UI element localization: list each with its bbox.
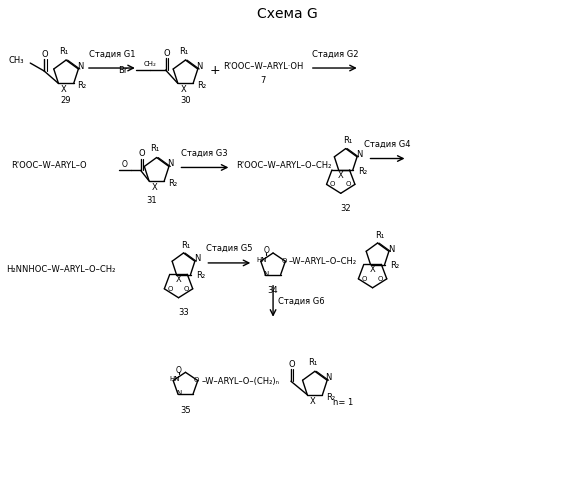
Text: –W–ARYL–O–CH₂: –W–ARYL–O–CH₂ — [289, 258, 357, 266]
Text: HN: HN — [169, 376, 180, 382]
Text: 34: 34 — [268, 286, 278, 296]
Text: O: O — [330, 182, 335, 188]
Text: CH₂: CH₂ — [143, 61, 156, 67]
Text: R₂: R₂ — [358, 167, 367, 176]
Text: Стадия G3: Стадия G3 — [181, 148, 227, 158]
Text: R'OOC–W–ARYL·OH: R'OOC–W–ARYL·OH — [223, 62, 303, 70]
Text: X: X — [180, 86, 186, 94]
Text: N: N — [388, 244, 395, 254]
Text: R'OOC–W–ARYL–O: R'OOC–W–ARYL–O — [11, 161, 87, 170]
Text: O: O — [163, 48, 170, 58]
Text: X: X — [176, 276, 182, 284]
Text: 35: 35 — [180, 406, 191, 414]
Text: O: O — [168, 286, 173, 292]
Text: R₂: R₂ — [326, 392, 335, 402]
Text: R'OOC–W–ARYL–O–CH₂: R'OOC–W–ARYL–O–CH₂ — [236, 161, 332, 170]
Text: R₁: R₁ — [375, 230, 384, 239]
Text: HN: HN — [257, 257, 268, 263]
Text: N: N — [196, 62, 203, 70]
Text: n= 1: n= 1 — [332, 398, 353, 406]
Text: 30: 30 — [180, 96, 191, 106]
Text: 31: 31 — [146, 196, 157, 205]
Text: Стадия G2: Стадия G2 — [312, 50, 358, 59]
Text: R₁: R₁ — [343, 136, 352, 145]
Text: CH₃: CH₃ — [9, 56, 24, 64]
Text: N: N — [167, 159, 174, 168]
Text: O: O — [263, 246, 269, 256]
Text: O: O — [362, 276, 367, 282]
Text: N: N — [194, 254, 201, 264]
Text: O: O — [175, 366, 182, 375]
Text: H₂NNHOC–W–ARYL–O–CH₂: H₂NNHOC–W–ARYL–O–CH₂ — [6, 266, 116, 274]
Text: N: N — [77, 62, 83, 70]
Text: Схема G: Схема G — [257, 8, 317, 22]
Text: 32: 32 — [340, 204, 351, 212]
Text: N: N — [356, 150, 363, 159]
Text: R₁: R₁ — [308, 358, 317, 367]
Text: N: N — [176, 390, 181, 396]
Text: O: O — [346, 182, 351, 188]
Text: N: N — [264, 271, 269, 277]
Text: Br: Br — [119, 66, 128, 74]
Text: O: O — [122, 160, 128, 169]
Text: +: + — [210, 64, 221, 76]
Text: 33: 33 — [178, 308, 189, 317]
Text: R₂: R₂ — [77, 82, 87, 90]
Text: R₁: R₁ — [150, 144, 159, 153]
Text: N: N — [325, 373, 332, 382]
Text: R₂: R₂ — [168, 179, 177, 188]
Text: O: O — [184, 286, 189, 292]
Text: Стадия G4: Стадия G4 — [364, 140, 411, 148]
Text: 29: 29 — [61, 96, 71, 106]
Text: R₁: R₁ — [179, 46, 188, 56]
Text: 7: 7 — [260, 76, 266, 86]
Text: X: X — [370, 266, 375, 274]
Text: X: X — [338, 171, 344, 180]
Text: O: O — [378, 276, 383, 282]
Text: X: X — [310, 396, 316, 406]
Text: Стадия G1: Стадия G1 — [89, 50, 135, 59]
Text: R₂: R₂ — [390, 262, 399, 270]
Text: X: X — [152, 183, 158, 192]
Text: Стадия G5: Стадия G5 — [206, 244, 253, 253]
Text: O: O — [289, 360, 295, 369]
Text: R₂: R₂ — [196, 272, 205, 280]
Text: R₂: R₂ — [197, 82, 206, 90]
Text: R₁: R₁ — [60, 46, 69, 56]
Text: O: O — [139, 149, 145, 158]
Text: R₁: R₁ — [181, 240, 190, 250]
Text: O: O — [281, 258, 286, 264]
Text: O: O — [194, 378, 199, 384]
Text: O: O — [42, 50, 49, 58]
Text: X: X — [61, 86, 67, 94]
Text: –W–ARYL–O–(CH₂)ₙ: –W–ARYL–O–(CH₂)ₙ — [202, 377, 280, 386]
Text: Стадия G6: Стадия G6 — [278, 297, 325, 306]
